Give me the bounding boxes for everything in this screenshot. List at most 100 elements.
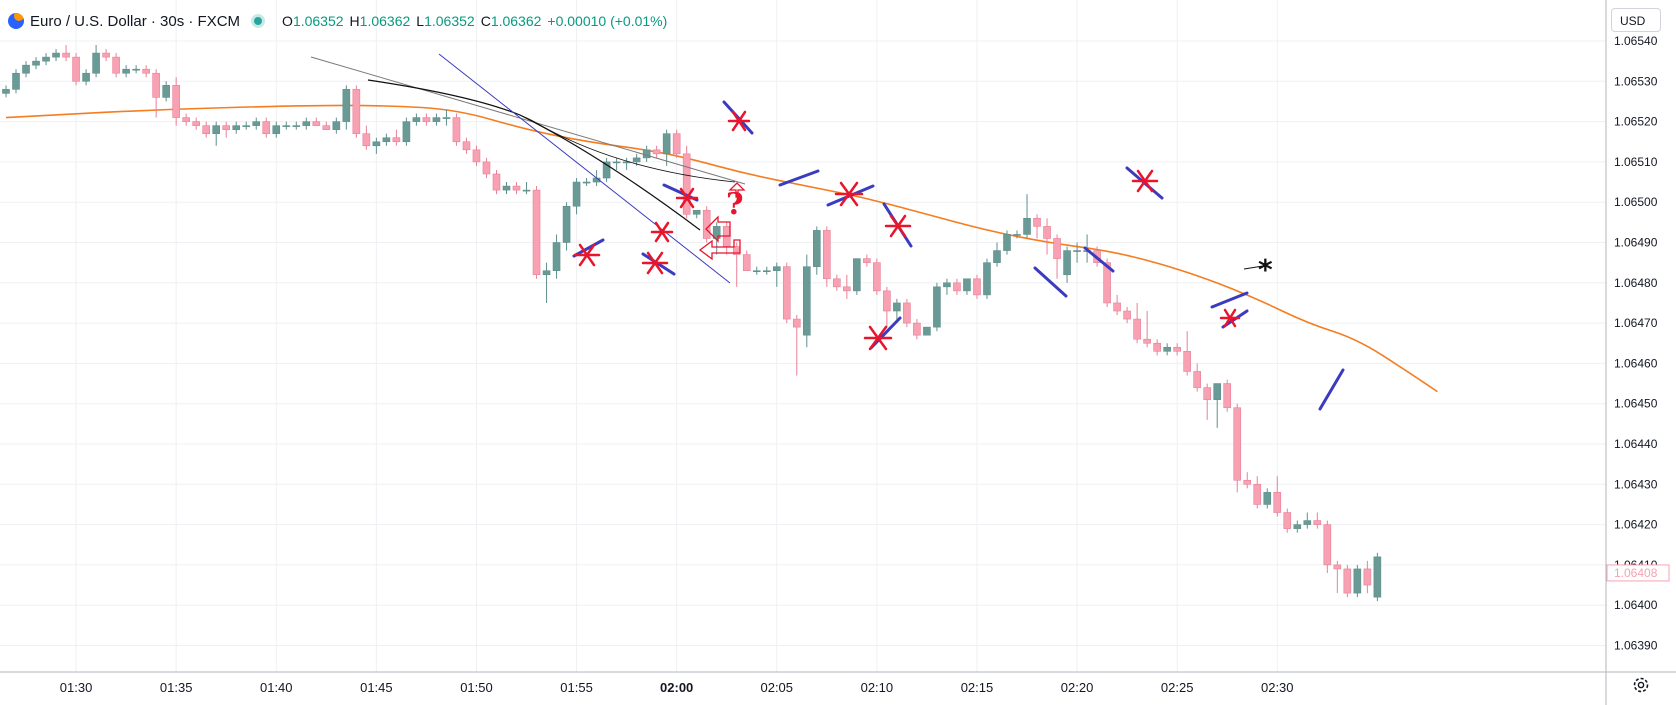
- time-axis[interactable]: 01:30 01:35 01:40 01:45 01:50 01:55 02:00 02:05…: [0, 671, 1676, 695]
- time-tick-label: 01:55: [560, 680, 593, 695]
- trend-curve-black-2[interactable]: [367, 79, 736, 183]
- candle: [1013, 230, 1021, 239]
- candle: [12, 69, 20, 94]
- candle: [873, 258, 881, 295]
- candle: [182, 113, 190, 126]
- candle: [412, 113, 421, 126]
- time-tick-label: 02:00: [660, 680, 693, 695]
- candle: [642, 145, 651, 162]
- change-value: +0.00010 (+0.01%): [547, 13, 668, 29]
- symbol-title[interactable]: Euro / U.S. Dollar · 30s · FXCM: [30, 12, 241, 30]
- price-tick-label: 1.06430: [1614, 477, 1658, 491]
- candle: [482, 157, 491, 179]
- arrow-annotations: [698, 182, 746, 261]
- candle: [512, 182, 521, 195]
- candle: [2, 85, 10, 98]
- candle: [913, 319, 921, 340]
- time-tick-label: 02:20: [1061, 680, 1094, 695]
- candle: [552, 234, 561, 279]
- candle: [442, 109, 451, 126]
- candle: [702, 206, 711, 243]
- candle: [1023, 194, 1031, 239]
- candle: [792, 315, 801, 376]
- candle: [82, 69, 90, 86]
- candle: [402, 117, 411, 146]
- candle: [923, 326, 931, 336]
- candle: [1373, 552, 1382, 602]
- candle: [1043, 218, 1051, 255]
- candle: [883, 286, 891, 328]
- candle: [1323, 520, 1332, 573]
- candle: [1163, 343, 1171, 356]
- high-value: 1.06362: [359, 13, 411, 29]
- candle: [1193, 363, 1201, 392]
- gear-icon[interactable]: [1632, 676, 1650, 694]
- candle: [742, 250, 751, 272]
- candle: [172, 77, 180, 126]
- price-tick-label: 1.06540: [1614, 34, 1658, 48]
- candle: [1063, 246, 1071, 283]
- candle: [843, 274, 851, 299]
- candle: [963, 278, 971, 295]
- candle: [472, 145, 481, 166]
- price-tick-label: 1.06440: [1614, 437, 1658, 451]
- candle: [863, 254, 871, 267]
- time-tick-label: 02:25: [1161, 680, 1194, 695]
- candle: [1213, 383, 1222, 428]
- candle: [1173, 343, 1181, 356]
- drawings-layer[interactable]: ? *: [310, 53, 1345, 411]
- time-tick-label: 01:35: [160, 680, 193, 695]
- high-label: H: [349, 13, 360, 29]
- time-tick-label: 02:05: [760, 680, 793, 695]
- candle: [572, 178, 581, 215]
- close-value: 1.06362: [490, 13, 542, 29]
- trend-line-blue-thin[interactable]: [438, 53, 731, 284]
- candle: [943, 278, 951, 295]
- open-label: O: [282, 13, 293, 29]
- time-tick-label: 02:30: [1261, 680, 1294, 695]
- trend-line-gray[interactable]: [310, 56, 746, 185]
- candle: [312, 117, 321, 126]
- candle: [722, 222, 731, 255]
- candle: [22, 61, 30, 78]
- candle: [1353, 564, 1362, 598]
- candle: [422, 113, 431, 126]
- price-tick-label: 1.06530: [1614, 74, 1658, 88]
- time-tick-label: 02:10: [861, 680, 894, 695]
- candle: [612, 157, 621, 170]
- price-tick-label: 1.06420: [1614, 518, 1658, 532]
- question-mark: ?: [726, 187, 744, 222]
- candle: [933, 282, 941, 332]
- candle: [112, 53, 120, 78]
- candle: [212, 121, 221, 146]
- candle: [1183, 331, 1191, 376]
- candle: [122, 65, 130, 78]
- candle: [52, 49, 60, 62]
- candle: [802, 254, 811, 348]
- candle: [1123, 306, 1131, 324]
- candle: [1263, 488, 1272, 509]
- candle: [1203, 383, 1211, 420]
- close-label: C: [480, 13, 491, 29]
- candle: [42, 53, 50, 66]
- candle: [1243, 472, 1252, 489]
- price-tick-label: 1.06470: [1614, 316, 1658, 330]
- price-tick-label: 1.06500: [1614, 195, 1658, 209]
- candle: [32, 57, 40, 70]
- price-axis[interactable]: 1.06540 1.06530 1.06520 1.06510 1.06500 1.064…: [1605, 0, 1670, 705]
- candle: [1143, 311, 1151, 348]
- candle: [462, 137, 471, 154]
- currency-selector[interactable]: USD: [1611, 8, 1661, 32]
- candle: [903, 298, 911, 328]
- candle: [672, 129, 681, 158]
- low-value: 1.06352: [424, 13, 475, 29]
- candle: [452, 113, 461, 146]
- candle: [1313, 512, 1322, 529]
- candle: [542, 262, 551, 303]
- candle: [662, 129, 671, 166]
- candle: [562, 202, 571, 251]
- price-tick-label: 1.06390: [1614, 639, 1658, 653]
- candle: [973, 274, 981, 299]
- candle: [62, 45, 70, 62]
